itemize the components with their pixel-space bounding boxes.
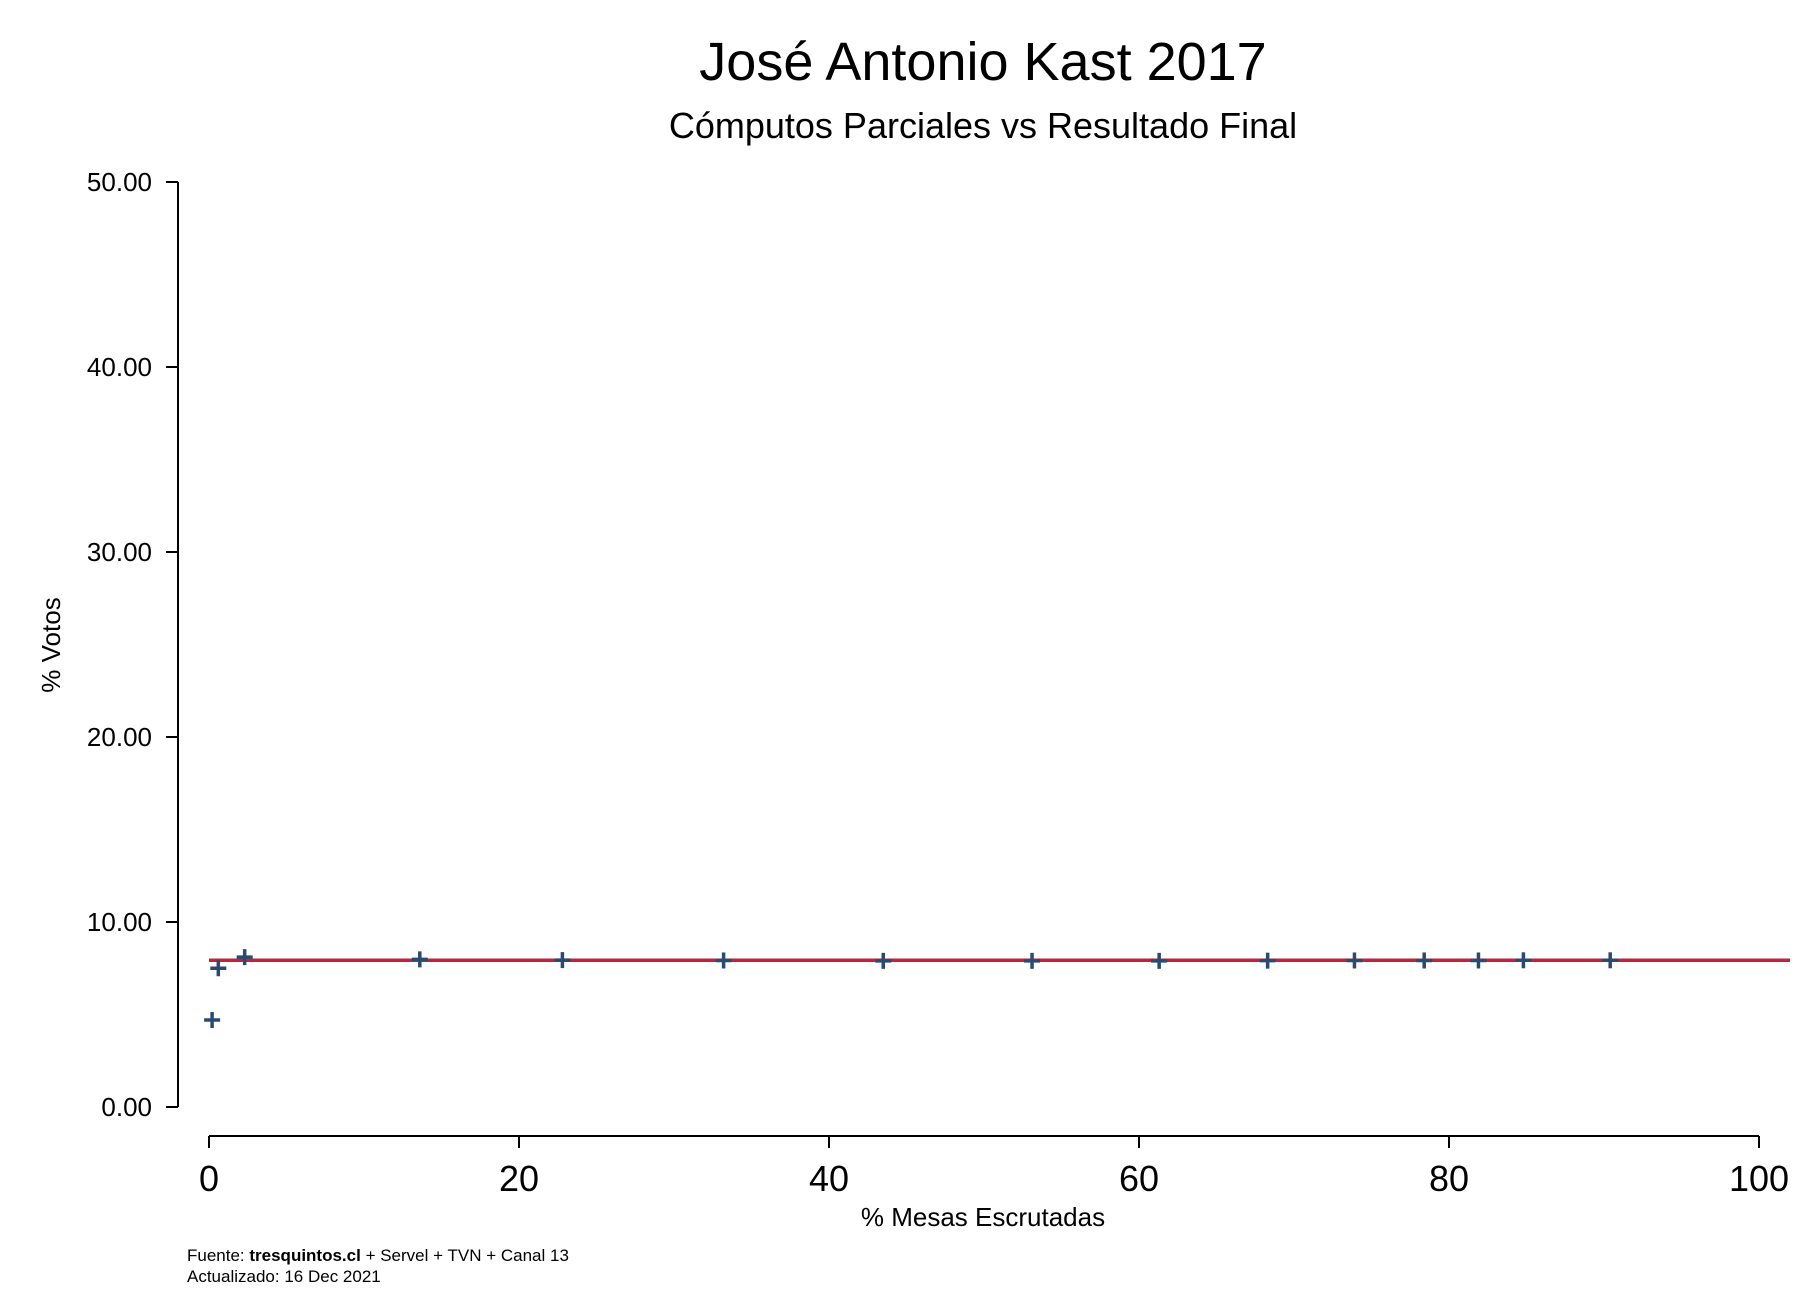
data-point	[411, 951, 428, 968]
y-axis-ticks: 0.00 10.00 20.00 30.00 40.00 50.00	[87, 167, 178, 1122]
data-point	[204, 1012, 221, 1029]
data-point	[1259, 952, 1276, 969]
y-tick-label: 40.00	[87, 352, 152, 382]
data-point	[1470, 952, 1487, 969]
source-site: tresquintos.cl	[249, 1246, 360, 1265]
data-point	[715, 952, 732, 969]
chart-subtitle: Cómputos Parciales vs Resultado Final	[669, 105, 1297, 146]
y-axis-label: % Votos	[36, 597, 66, 692]
x-tick-label: 40	[809, 1158, 849, 1199]
source-note: Fuente: tresquintos.cl + Servel + TVN + …	[187, 1246, 569, 1265]
data-point	[236, 949, 253, 966]
data-point	[1515, 952, 1532, 969]
data-point	[875, 952, 892, 969]
updated-note: Actualizado: 16 Dec 2021	[187, 1267, 381, 1286]
data-point	[210, 960, 227, 977]
y-tick-label: 20.00	[87, 722, 152, 752]
source-prefix: Fuente:	[187, 1246, 249, 1265]
y-tick-label: 50.00	[87, 167, 152, 197]
x-axis-label: % Mesas Escrutadas	[861, 1202, 1105, 1232]
data-point	[554, 952, 571, 969]
y-tick-label: 10.00	[87, 907, 152, 937]
data-point	[1346, 952, 1363, 969]
chart-title: José Antonio Kast 2017	[699, 32, 1266, 92]
x-tick-label: 80	[1429, 1158, 1469, 1199]
data-point	[1602, 952, 1619, 969]
data-point	[1416, 952, 1433, 969]
x-tick-label: 60	[1119, 1158, 1159, 1199]
y-tick-label: 0.00	[101, 1092, 152, 1122]
x-axis-ticks: 0 20 40 60 80 100	[199, 1136, 1789, 1199]
data-point	[1024, 952, 1041, 969]
y-tick-label: 30.00	[87, 537, 152, 567]
x-tick-label: 0	[199, 1158, 219, 1199]
data-points	[204, 949, 1619, 1029]
x-tick-label: 100	[1729, 1158, 1789, 1199]
source-rest: + Servel + TVN + Canal 13	[361, 1246, 569, 1265]
data-point	[1151, 952, 1168, 969]
x-tick-label: 20	[499, 1158, 539, 1199]
